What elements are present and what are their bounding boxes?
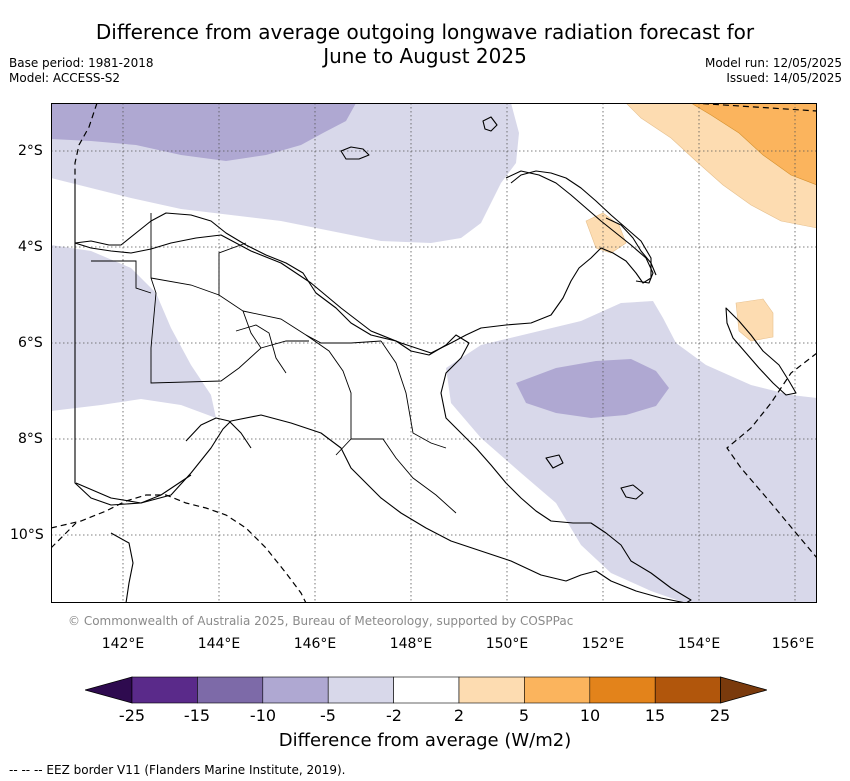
fly-river-delta [185, 417, 252, 449]
eez-borders [51, 103, 817, 603]
colorbar [85, 676, 767, 704]
lat-label-10s: 10°S [10, 527, 44, 543]
meta-right: Model run: 12/05/2025 Issued: 14/05/2025 [705, 56, 842, 86]
colorbar-label: Difference from average (W/m2) [278, 730, 572, 751]
model-text: Model: ACCESS-S2 [9, 71, 121, 85]
map-title: Difference from average outgoing longwav… [0, 20, 850, 68]
copyright-notice: © Commonwealth of Australia 2025, Bureau… [68, 614, 574, 628]
colorbar-swatch-6 [458, 676, 525, 704]
eez-south-west [51, 494, 307, 603]
colorbar-extend-low [85, 676, 133, 704]
lon-label-154e: 154°E [677, 636, 721, 652]
lon-label-144e: 144°E [197, 636, 241, 652]
map-frame [51, 103, 817, 603]
model-run-text: Model run: 12/05/2025 [704, 56, 842, 70]
dentrecasteaux-islands [545, 454, 564, 469]
issued-text: Issued: 14/05/2025 [726, 71, 842, 85]
north-coast [74, 170, 652, 354]
colorbar-swatch-1 [131, 676, 198, 704]
cape-york-coast [110, 532, 134, 603]
title-line-2: June to August 2025 [323, 44, 527, 68]
torres-strait-coast [75, 474, 192, 504]
colorbar-swatch-3 [262, 676, 329, 704]
lat-label-4s: 4°S [18, 239, 43, 255]
lat-label-6s: 6°S [18, 335, 43, 351]
anomaly-region-northeast-positive [690, 103, 817, 186]
eez-south-west-lower [51, 522, 77, 549]
lat-label-8s: 8°S [18, 431, 43, 447]
colorbar-swatch-8 [589, 676, 656, 704]
lon-label-148e: 148°E [389, 636, 433, 652]
colorbar-tick-5: 5 [518, 706, 530, 725]
colorbar-swatch-2 [197, 676, 264, 704]
anomaly-region-north-moderate [51, 103, 356, 161]
coastlines [74, 116, 797, 603]
new-ireland-coast [605, 217, 657, 276]
colorbar-tick-neg2: -2 [386, 706, 402, 725]
lon-label-150e: 150°E [485, 636, 529, 652]
colorbar-tick-neg15: -15 [183, 706, 211, 725]
eez-south-east [726, 352, 817, 559]
colorbar-swatch-4 [327, 676, 394, 704]
colorbar-tick-10: 10 [579, 706, 601, 725]
province-borders [91, 213, 457, 514]
lat-label-2s: 2°S [18, 143, 43, 159]
colorbar-swatch-5 [393, 676, 460, 704]
eez-legend-note: -- -- -- EEZ border V11 (Flanders Marine… [9, 763, 346, 777]
base-period-text: Base period: 1981-2018 [9, 56, 154, 70]
graticule [51, 103, 817, 603]
colorbar-extend-high [720, 676, 767, 704]
lon-label-156e: 156°E [771, 636, 815, 652]
eez-north-west [74, 103, 98, 183]
lon-label-152e: 152°E [581, 636, 625, 652]
colorbar-swatch-9 [654, 676, 721, 704]
new-guinea-mainland-coast [74, 183, 692, 603]
meta-left: Base period: 1981-2018 Model: ACCESS-S2 [9, 56, 154, 86]
louisiade-islands [620, 484, 644, 500]
admiralty-islands [482, 116, 498, 132]
title-line-1: Difference from average outgoing longwav… [95, 20, 755, 44]
anomaly-region-small-positive-2 [735, 298, 774, 342]
map-panel [51, 103, 817, 603]
colorbar-tick-neg25: -25 [118, 706, 146, 725]
colorbar-tick-neg5: -5 [320, 706, 336, 725]
anomaly-region-west-negative [51, 245, 216, 418]
anomaly-region-east-moderate [516, 359, 669, 418]
colorbar-tick-2: 2 [453, 706, 465, 725]
colorbar-tick-15: 15 [644, 706, 666, 725]
colorbar-swatch-7 [524, 676, 591, 704]
lon-label-146e: 146°E [293, 636, 337, 652]
colorbar-tick-neg10: -10 [249, 706, 277, 725]
eez-north-east [692, 103, 817, 112]
manus-island [340, 146, 370, 160]
lon-label-142e: 142°E [101, 636, 145, 652]
new-britain-coast [505, 170, 654, 284]
bougainville-coast [725, 307, 797, 396]
colorbar-tick-25: 25 [709, 706, 731, 725]
